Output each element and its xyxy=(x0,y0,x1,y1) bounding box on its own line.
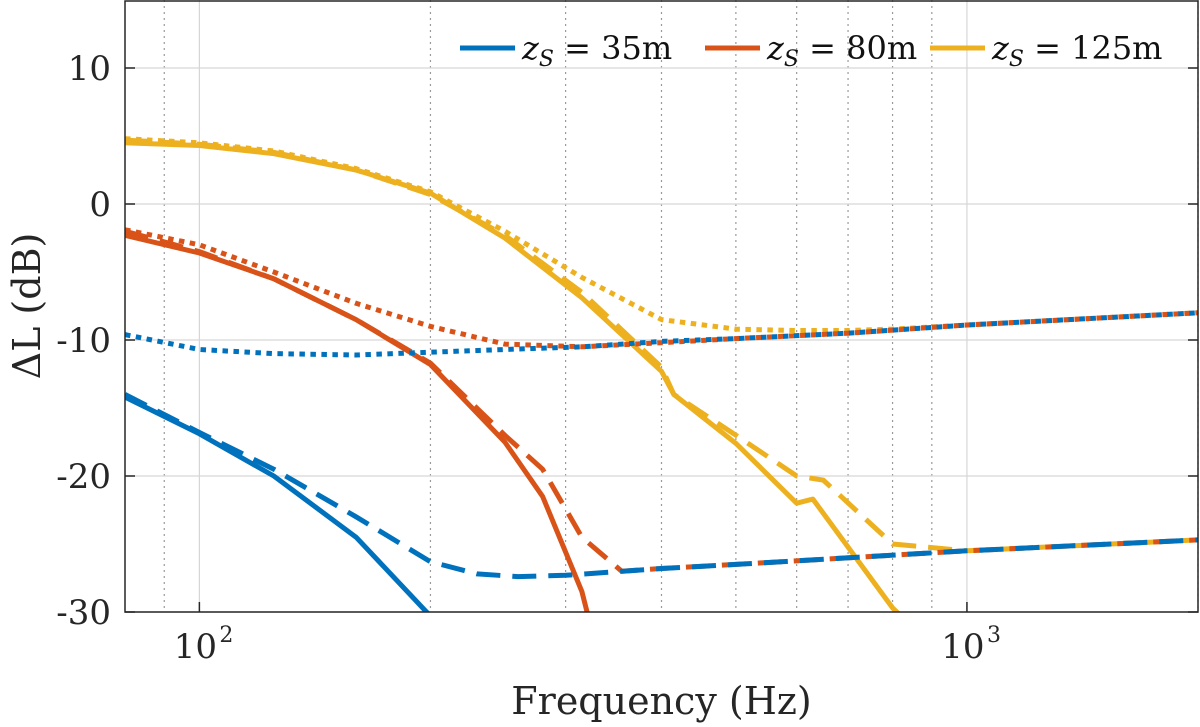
series-line-zs-125m-dotted xyxy=(125,136,1198,333)
legend-label: zS = 125m xyxy=(991,29,1163,72)
x-axis-label: Frequency (Hz) xyxy=(511,679,811,723)
y-tick-label: -20 xyxy=(56,457,111,497)
plot-frame xyxy=(124,0,1199,613)
y-tick-label: -30 xyxy=(56,593,111,633)
legend-label: zS = 35m xyxy=(521,29,672,72)
y-tick-label: 0 xyxy=(89,185,111,225)
x-tick-label: 10 xyxy=(174,627,217,667)
series-line-zs-35m-solid xyxy=(125,394,430,612)
x-tick-exponent: 2 xyxy=(219,623,233,648)
x-tick-label: 10 xyxy=(941,627,984,667)
series-line-zs-80m-solid xyxy=(125,232,590,612)
series-line-zs-35m-dashed xyxy=(125,392,1198,580)
grid xyxy=(125,0,1199,613)
series-line-zs-80m-dotted xyxy=(125,227,1198,350)
legend-label: zS = 80m xyxy=(766,29,917,72)
y-axis-label: ΔL (dB) xyxy=(5,233,49,380)
y-tick-label: -10 xyxy=(56,321,111,361)
series-line-zs-35m-dotted xyxy=(125,310,1198,358)
series-line-zs-125m-dashed xyxy=(125,137,1198,554)
series-line-zs-125m-solid xyxy=(125,140,901,612)
x-tick-exponent: 3 xyxy=(987,623,1001,648)
series-group xyxy=(125,136,1198,612)
legend: zS = 35m zS = 80m zS = 125m xyxy=(460,29,1163,72)
y-tick-label: 10 xyxy=(68,49,111,89)
